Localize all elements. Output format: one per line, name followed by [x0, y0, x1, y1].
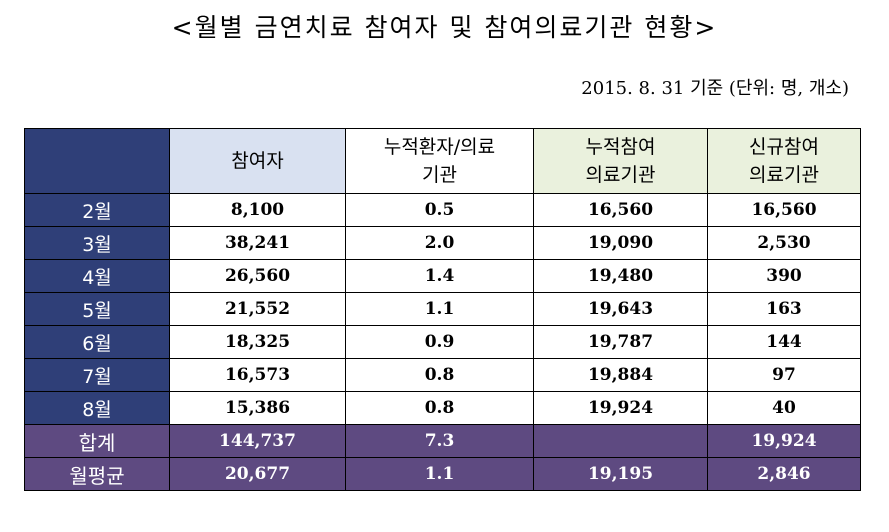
cumulative-cell: 16,560: [533, 193, 708, 227]
total-new-cell: 19,924: [707, 424, 861, 458]
table-row: 2월 8,100 0.5 16,560 16,560: [24, 193, 861, 227]
new-cell: 163: [707, 292, 861, 326]
row-label: 2월: [24, 193, 170, 227]
row-label: 6월: [24, 325, 170, 359]
total-ratio-cell: 7.3: [345, 424, 534, 458]
cumulative-cell: 19,480: [533, 259, 708, 293]
table-row: 3월 38,241 2.0 19,090 2,530: [24, 226, 861, 260]
reference-date-note: 2015. 8. 31 기준 (단위: 명, 개소): [581, 78, 849, 99]
total-label: 합계: [24, 424, 170, 458]
participants-cell: 15,386: [169, 391, 346, 425]
participants-cell: 16,573: [169, 358, 346, 392]
average-row: 월평균 20,677 1.1 19,195 2,846: [24, 457, 861, 491]
cumulative-cell: 19,787: [533, 325, 708, 359]
new-cell: 390: [707, 259, 861, 293]
header-row: 참여자 누적환자/의료 기관 누적참여 의료기관 신규참여 의료기관: [24, 128, 861, 194]
total-row: 합계 144,737 7.3 19,924: [24, 424, 861, 458]
header-cumulative-line1: 누적참여: [585, 136, 656, 158]
cumulative-cell: 19,643: [533, 292, 708, 326]
new-cell: 97: [707, 358, 861, 392]
page-title: <월별 금연치료 참여자 및 참여의료기관 현황>: [171, 13, 718, 42]
ratio-cell: 1.1: [345, 292, 534, 326]
participants-cell: 18,325: [169, 325, 346, 359]
ratio-cell: 0.5: [345, 193, 534, 227]
header-ratio: 누적환자/의료 기관: [345, 128, 534, 194]
ratio-cell: 0.8: [345, 391, 534, 425]
table-row: 4월 26,560 1.4 19,480 390: [24, 259, 861, 293]
table-row: 6월 18,325 0.9 19,787 144: [24, 325, 861, 359]
row-label: 5월: [24, 292, 170, 326]
new-cell: 16,560: [707, 193, 861, 227]
header-cumulative-line2: 의료기관: [585, 164, 656, 186]
table-row: 5월 21,552 1.1 19,643 163: [24, 292, 861, 326]
participants-cell: 26,560: [169, 259, 346, 293]
new-cell: 2,530: [707, 226, 861, 260]
ratio-cell: 1.4: [345, 259, 534, 293]
row-label: 7월: [24, 358, 170, 392]
header-ratio-line1: 누적환자/의료: [383, 136, 496, 158]
average-cumulative-cell: 19,195: [533, 457, 708, 491]
header-participants-label: 참여자: [231, 150, 284, 172]
header-corner-cell: [24, 128, 170, 194]
average-ratio-cell: 1.1: [345, 457, 534, 491]
monthly-stats-table: 참여자 누적환자/의료 기관 누적참여 의료기관 신규참여 의료기관 2월 8,…: [24, 128, 861, 491]
new-cell: 40: [707, 391, 861, 425]
header-participants: 참여자: [169, 128, 346, 194]
ratio-cell: 0.9: [345, 325, 534, 359]
total-participants-cell: 144,737: [169, 424, 346, 458]
total-cumulative-cell: [533, 424, 708, 458]
average-label: 월평균: [24, 457, 170, 491]
header-new: 신규참여 의료기관: [707, 128, 861, 194]
cumulative-cell: 19,884: [533, 358, 708, 392]
participants-cell: 21,552: [169, 292, 346, 326]
participants-cell: 38,241: [169, 226, 346, 260]
row-label: 3월: [24, 226, 170, 260]
ratio-cell: 2.0: [345, 226, 534, 260]
cumulative-cell: 19,924: [533, 391, 708, 425]
header-ratio-line2: 기관: [422, 164, 457, 186]
participants-cell: 8,100: [169, 193, 346, 227]
row-label: 8월: [24, 391, 170, 425]
table-row: 8월 15,386 0.8 19,924 40: [24, 391, 861, 425]
ratio-cell: 0.8: [345, 358, 534, 392]
row-label: 4월: [24, 259, 170, 293]
new-cell: 144: [707, 325, 861, 359]
table-row: 7월 16,573 0.8 19,884 97: [24, 358, 861, 392]
header-cumulative: 누적참여 의료기관: [533, 128, 708, 194]
cumulative-cell: 19,090: [533, 226, 708, 260]
average-participants-cell: 20,677: [169, 457, 346, 491]
average-new-cell: 2,846: [707, 457, 861, 491]
header-new-line1: 신규참여: [749, 136, 819, 158]
header-new-line2: 의료기관: [749, 164, 819, 186]
